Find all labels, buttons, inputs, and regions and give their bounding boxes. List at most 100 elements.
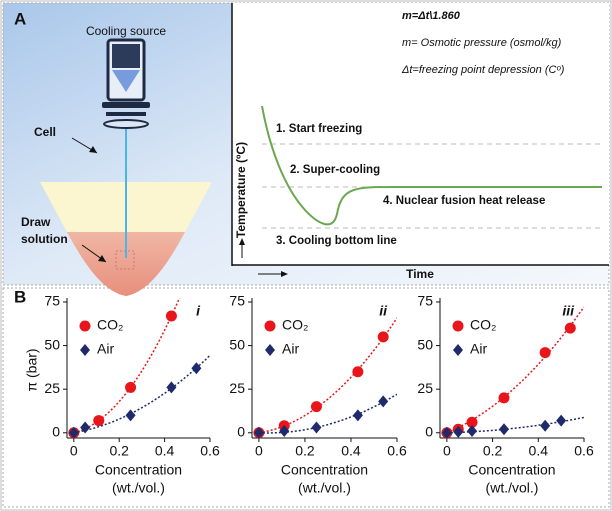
- y-tick-label: 75: [229, 293, 245, 309]
- legend-marker: [79, 320, 91, 332]
- label: Cell: [34, 125, 56, 139]
- x-tick-label: 0.6: [387, 443, 407, 459]
- y-tick-label: 0: [425, 423, 433, 439]
- step: 3. Cooling bottom line: [276, 235, 397, 247]
- legend-marker: [265, 344, 275, 356]
- arrow-head: [89, 146, 97, 153]
- point: [279, 425, 290, 438]
- temperature-curve: [261, 105, 602, 226]
- point: [441, 426, 452, 439]
- x-tick-label: 0.6: [200, 443, 220, 459]
- x-axis-title: (wt./vol.): [298, 480, 351, 496]
- legend-label: CO₂: [282, 317, 308, 333]
- point: [253, 426, 264, 439]
- chart-title: i: [196, 303, 201, 319]
- point: [498, 392, 510, 404]
- equation: m=Δt\1.860: [402, 10, 461, 22]
- label-line: Draw: [21, 215, 51, 229]
- legend-marker: [80, 344, 90, 356]
- point: [499, 423, 509, 436]
- point: [68, 426, 79, 439]
- y-tick-label: 75: [417, 293, 433, 309]
- equation: Δt=freezing point depression (Cᵒ): [401, 64, 565, 76]
- y-tick-label: 25: [229, 380, 245, 396]
- point: [80, 421, 91, 434]
- y-tick-label: 0: [237, 423, 245, 439]
- point: [311, 421, 322, 434]
- x-axis-title: Concentration: [281, 462, 368, 478]
- y-tick-label: 25: [417, 380, 433, 396]
- legend-marker: [453, 344, 463, 356]
- legend-marker: [264, 320, 276, 332]
- x-axis-title: Concentration: [468, 462, 555, 478]
- trend-line: [258, 393, 397, 434]
- point: [352, 366, 364, 378]
- point: [165, 310, 177, 322]
- y-tick-label: 75: [44, 293, 60, 309]
- label: Draw solution: [21, 215, 68, 246]
- point: [453, 425, 464, 438]
- legend-label: Air: [470, 341, 487, 357]
- point: [93, 415, 105, 427]
- point: [310, 401, 322, 413]
- x-tick-label: 0.4: [155, 443, 175, 459]
- cooling-source-icon: [102, 38, 150, 129]
- legend-label: Air: [282, 341, 299, 357]
- x-axis-title: (wt./vol.): [112, 480, 165, 496]
- point: [467, 425, 477, 438]
- x-tick-label: 0.2: [295, 443, 315, 459]
- panel-label: B: [14, 287, 26, 306]
- step: 1. Start freezing: [276, 123, 362, 135]
- point: [540, 419, 551, 432]
- x-tick-label: 0.2: [109, 443, 129, 459]
- arrow-head: [239, 238, 245, 245]
- trend-line: [258, 317, 397, 434]
- point: [352, 409, 363, 422]
- y-tick-label: 50: [229, 336, 245, 352]
- point: [191, 362, 202, 375]
- y-axis-title: π (bar): [24, 348, 40, 391]
- schematic-bg: [232, 3, 609, 265]
- point: [556, 414, 567, 427]
- equation: m= Osmotic pressure (osmol/kg): [402, 37, 562, 49]
- x-axis-title: (wt./vol.): [486, 480, 539, 496]
- x-tick-label: 0.4: [341, 443, 361, 459]
- x-axis-title: Concentration: [95, 462, 182, 478]
- legend-label: CO₂: [97, 317, 123, 333]
- chart-title: ii: [379, 303, 388, 319]
- legend-marker: [452, 320, 464, 332]
- point: [378, 395, 389, 408]
- step: 2. Super-cooling: [290, 164, 380, 176]
- panel-label: A: [14, 9, 26, 28]
- label: Cooling source: [86, 24, 166, 38]
- y-tick-label: 25: [44, 380, 60, 396]
- x-tick-label: 0: [443, 443, 451, 459]
- chart-title: iii: [562, 303, 575, 319]
- label-line: solution: [21, 232, 68, 246]
- x-tick-label: 0.4: [529, 443, 549, 459]
- legend-label: Air: [97, 341, 114, 357]
- point: [564, 322, 576, 334]
- x-tick-label: 0: [255, 443, 263, 459]
- y-tick-label: 50: [44, 336, 60, 352]
- axis-title: Temperature (ºC): [234, 142, 248, 238]
- point: [125, 381, 137, 393]
- axis-title: Time: [406, 267, 434, 281]
- point: [166, 381, 177, 394]
- x-tick-label: 0.6: [574, 443, 594, 459]
- step: 4. Nuclear fusion heat release: [383, 195, 545, 207]
- legend-label: CO₂: [470, 317, 496, 333]
- y-tick-label: 50: [417, 336, 433, 352]
- arrow-head: [281, 271, 288, 277]
- trend-line: [446, 416, 584, 434]
- draw-solution: [67, 232, 185, 296]
- point: [377, 331, 389, 343]
- arrow-head: [98, 255, 106, 262]
- x-tick-label: 0: [70, 443, 78, 459]
- trend-line: [73, 354, 210, 434]
- point: [539, 347, 551, 359]
- point: [466, 416, 478, 428]
- point: [125, 409, 136, 422]
- y-tick-label: 0: [52, 423, 60, 439]
